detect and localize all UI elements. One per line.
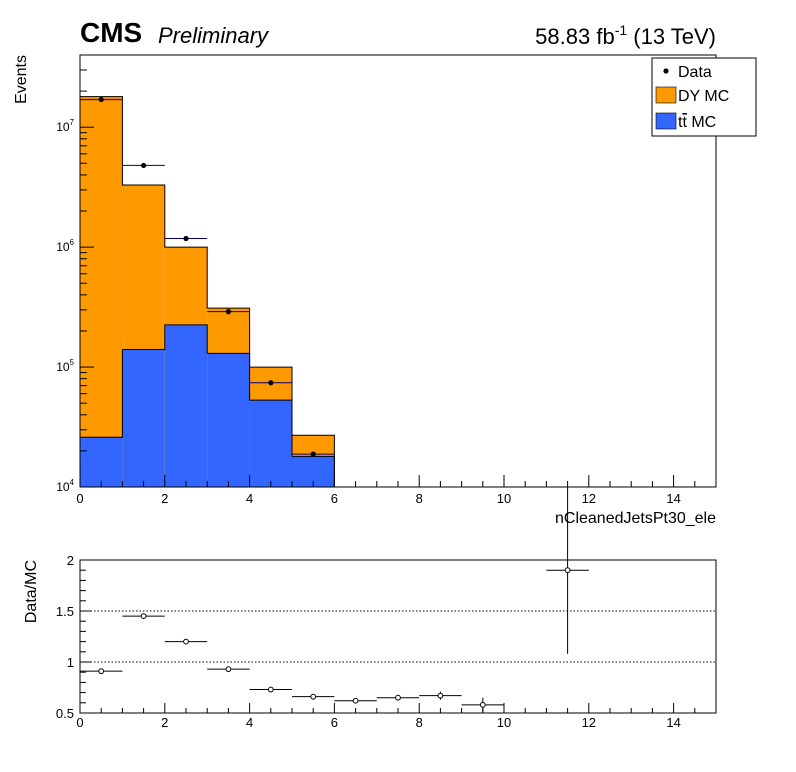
legend-tt-suffix: MC (687, 114, 716, 131)
tick-base: 10 (56, 360, 70, 374)
main-y-tick-label: 107 (56, 118, 74, 134)
tt-bar (207, 353, 250, 487)
tick-base: 10 (56, 480, 70, 494)
data-point (183, 235, 189, 242)
main-x-tick-label: 10 (497, 491, 511, 506)
tt-outline (79, 324, 335, 487)
legend-dy-label: DY MC (678, 88, 729, 105)
data-point (225, 309, 231, 315)
ratio-y-ticks: 0.5 1 1.5 2 (56, 553, 92, 721)
stacked-histogram (79, 96, 335, 487)
ratio-point (225, 666, 232, 673)
legend-data-marker (663, 68, 669, 74)
main-x-ticks: 0 2 4 6 8 10 12 14 (76, 475, 717, 506)
ratio-point (310, 693, 317, 700)
luminosity-energy: (13 TeV) (627, 24, 716, 49)
ratio-x-tick-label: 6 (331, 715, 338, 730)
ratio-point (183, 638, 189, 645)
main-y-tick-label: 104 (56, 478, 74, 494)
main-y-tick-label: 106 (56, 238, 74, 254)
dy-bar (80, 96, 123, 487)
main-y-axis-label: Events (13, 55, 30, 104)
status-label: Preliminary (158, 23, 270, 48)
ratio-point (564, 567, 571, 574)
legend-tt-bar: t (682, 114, 687, 131)
main-x-tick-label: 2 (161, 491, 168, 506)
tick-base: 10 (56, 240, 70, 254)
ratio-points (80, 486, 589, 712)
ratio-y-tick-label: 1 (67, 655, 74, 670)
experiment-label: CMS (80, 17, 142, 48)
ratio-x-tick-label: 10 (497, 715, 511, 730)
ratio-point (140, 613, 147, 619)
tt-bar (164, 324, 208, 487)
ratio-x-tick-label: 12 (582, 715, 596, 730)
luminosity-label: 58.83 fb-1 (13 TeV) (535, 22, 716, 49)
ratio-x-tick-label: 8 (416, 715, 423, 730)
legend: Data DY MC tt MC (651, 57, 757, 137)
data-point (141, 162, 147, 169)
ratio-y-tick-label: 0.5 (56, 706, 74, 721)
ratio-x-tick-label: 4 (246, 715, 253, 730)
ratio-point (479, 701, 486, 708)
tt-bar (122, 349, 165, 487)
main-x-tick-label: 0 (76, 491, 83, 506)
ratio-point (395, 694, 401, 701)
ratio-plot-frame (79, 559, 717, 714)
tick-exponent: 7 (70, 118, 75, 127)
tick-exponent: 4 (70, 478, 75, 487)
tt-bar (249, 400, 292, 487)
tt-bar (80, 437, 123, 487)
data-points (80, 96, 335, 457)
luminosity-exponent: -1 (615, 22, 628, 38)
ratio-point (352, 697, 359, 704)
data-point (98, 96, 104, 103)
main-x-tick-label: 12 (582, 491, 596, 506)
legend-dy-swatch (655, 86, 677, 104)
legend-data-label: Data (678, 64, 712, 81)
tick-exponent: 5 (70, 358, 75, 367)
tick-base: 10 (56, 120, 70, 134)
ratio-y-axis-label: Data/MC (23, 560, 40, 623)
ratio-x-tick-label: 2 (161, 715, 168, 730)
ratio-y-tick-label: 1.5 (56, 604, 74, 619)
main-x-tick-label: 4 (246, 491, 253, 506)
ratio-reference-lines (80, 610, 716, 663)
legend-tt-label: tt MC (678, 114, 716, 131)
legend-tt-prefix: t (678, 114, 683, 131)
ratio-point (437, 692, 444, 699)
ratio-x-ticks: 0 2 4 6 8 10 12 14 (76, 703, 717, 730)
ratio-y-tick-label: 2 (67, 553, 74, 568)
main-x-tick-label: 14 (666, 491, 680, 506)
ratio-x-tick-label: 0 (76, 715, 83, 730)
ratio-plot-panel: 0 2 4 6 8 10 12 14 0.5 1 1.5 2 Data/MC (23, 486, 717, 730)
data-point (268, 380, 274, 386)
luminosity-value: 58.83 fb (535, 24, 615, 49)
main-x-axis-label: nCleanedJetsPt30_ele (555, 510, 716, 527)
main-x-tick-label: 6 (331, 491, 338, 506)
main-y-tick-label: 105 (56, 358, 74, 374)
ratio-point (98, 668, 105, 675)
ratio-x-tick-label: 14 (666, 715, 680, 730)
data-point (310, 451, 316, 457)
tick-exponent: 6 (70, 238, 75, 247)
main-x-tick-label: 8 (416, 491, 423, 506)
ratio-point (267, 686, 274, 693)
legend-tt-swatch (655, 112, 677, 130)
